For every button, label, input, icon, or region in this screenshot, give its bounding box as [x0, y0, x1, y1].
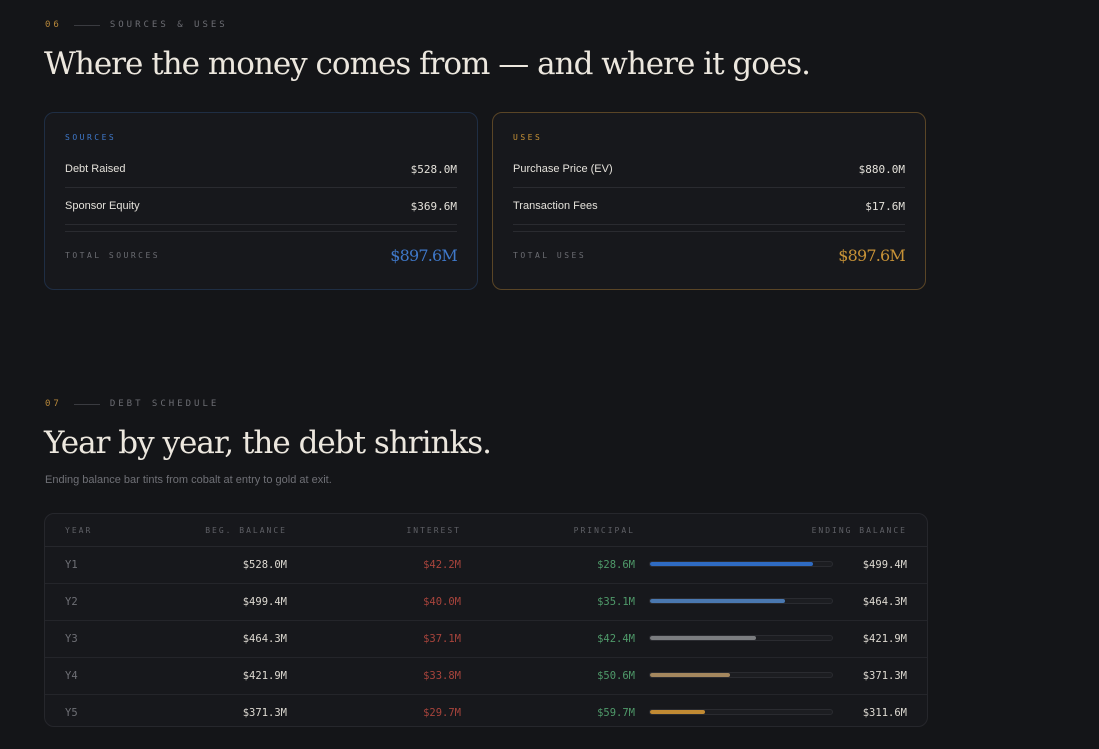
row-ending-balance: $421.9M	[862, 633, 907, 645]
section-06-eyebrow: 06 SOURCES & USES	[45, 20, 228, 30]
col-principal-header: PRINCIPAL	[573, 525, 635, 535]
col-ending-balance-header: ENDING BALANCE	[811, 525, 907, 535]
row-principal: $42.4M	[597, 633, 635, 645]
table-row: Y3 $464.3M $37.1M $42.4M $421.9M	[45, 621, 927, 658]
row-beg-balance: $499.4M	[242, 596, 287, 608]
row-year: Y1	[65, 559, 78, 571]
uses-row-label: Transaction Fees	[513, 200, 598, 212]
row-principal: $35.1M	[597, 596, 635, 608]
sources-title: SOURCES	[65, 133, 117, 142]
uses-row-amount: $17.6M	[865, 199, 905, 213]
row-ending-balance: $311.6M	[862, 707, 907, 719]
table-row: Y1 $528.0M $42.2M $28.6M $499.4M	[45, 547, 927, 584]
ending-balance-bar-fill	[650, 673, 731, 677]
sources-row-label: Sponsor Equity	[65, 200, 140, 212]
uses-total: TOTAL USES $897.6M	[513, 231, 906, 278]
sources-total-value: $897.6M	[390, 245, 458, 265]
section-label: DEBT SCHEDULE	[109, 399, 220, 409]
col-interest-header: INTEREST	[406, 525, 461, 535]
sources-row-label: Debt Raised	[65, 163, 126, 175]
row-interest: $42.2M	[423, 559, 461, 571]
section-label: SOURCES & USES	[109, 20, 228, 30]
ending-balance-bar	[649, 635, 833, 641]
sources-uses-headline: Where the money comes from — and where i…	[44, 46, 811, 82]
uses-row: Transaction Fees $17.6M	[513, 188, 905, 225]
uses-row: Purchase Price (EV) $880.0M	[513, 151, 905, 188]
uses-total-label: TOTAL USES	[513, 250, 587, 260]
ending-balance-bar	[649, 672, 833, 678]
row-beg-balance: $371.3M	[242, 707, 287, 719]
ending-balance-bar	[649, 598, 833, 604]
row-beg-balance: $421.9M	[242, 670, 287, 682]
sources-row-amount: $369.6M	[410, 199, 457, 213]
row-beg-balance: $528.0M	[242, 559, 287, 571]
row-interest: $37.1M	[423, 633, 461, 645]
sources-row: Sponsor Equity $369.6M	[65, 188, 457, 225]
sources-total: TOTAL SOURCES $897.6M	[65, 231, 458, 278]
row-year: Y5	[65, 707, 78, 719]
sources-card: SOURCES Debt Raised $528.0M Sponsor Equi…	[44, 112, 478, 290]
eyebrow-divider	[73, 403, 100, 405]
section-07-eyebrow: 07 DEBT SCHEDULE	[45, 399, 219, 409]
uses-title: USES	[513, 133, 543, 142]
row-beg-balance: $464.3M	[242, 633, 287, 645]
table-body: Y1 $528.0M $42.2M $28.6M $499.4M Y2 $499…	[45, 547, 927, 726]
row-interest: $33.8M	[423, 670, 461, 682]
debt-schedule-table: YEAR BEG. BALANCE INTEREST PRINCIPAL END…	[44, 513, 928, 727]
row-principal: $50.6M	[597, 670, 635, 682]
section-number: 06	[45, 20, 62, 30]
ending-balance-bar	[649, 709, 833, 715]
ending-balance-bar-fill	[650, 562, 813, 566]
debt-schedule-subtitle: Ending balance bar tints from cobalt at …	[45, 474, 332, 486]
row-ending-balance: $371.3M	[862, 670, 907, 682]
col-beg-balance-header: BEG. BALANCE	[205, 525, 287, 535]
uses-total-value: $897.6M	[838, 245, 906, 265]
col-year-header: YEAR	[65, 525, 93, 535]
sources-row: Debt Raised $528.0M	[65, 151, 457, 188]
debt-schedule-headline: Year by year, the debt shrinks.	[44, 425, 492, 461]
ending-balance-bar-fill	[650, 636, 757, 640]
table-row: Y5 $371.3M $29.7M $59.7M $311.6M	[45, 695, 927, 726]
row-ending-balance: $499.4M	[862, 559, 907, 571]
sources-total-label: TOTAL SOURCES	[65, 250, 161, 260]
table-header: YEAR BEG. BALANCE INTEREST PRINCIPAL END…	[45, 514, 927, 547]
row-ending-balance: $464.3M	[862, 596, 907, 608]
uses-row-amount: $880.0M	[858, 162, 905, 176]
row-interest: $40.0M	[423, 596, 461, 608]
section-number: 07	[45, 399, 62, 409]
uses-card: USES Purchase Price (EV) $880.0M Transac…	[492, 112, 926, 290]
ending-balance-bar	[649, 561, 833, 567]
uses-row-label: Purchase Price (EV)	[513, 163, 613, 175]
row-year: Y3	[65, 633, 78, 645]
sources-row-amount: $528.0M	[410, 162, 457, 176]
ending-balance-bar-fill	[650, 710, 705, 714]
table-row: Y2 $499.4M $40.0M $35.1M $464.3M	[45, 584, 927, 621]
eyebrow-divider	[73, 24, 100, 26]
row-principal: $59.7M	[597, 707, 635, 719]
row-interest: $29.7M	[423, 707, 461, 719]
row-year: Y2	[65, 596, 78, 608]
row-year: Y4	[65, 670, 78, 682]
table-row: Y4 $421.9M $33.8M $50.6M $371.3M	[45, 658, 927, 695]
row-principal: $28.6M	[597, 559, 635, 571]
ending-balance-bar-fill	[650, 599, 785, 603]
